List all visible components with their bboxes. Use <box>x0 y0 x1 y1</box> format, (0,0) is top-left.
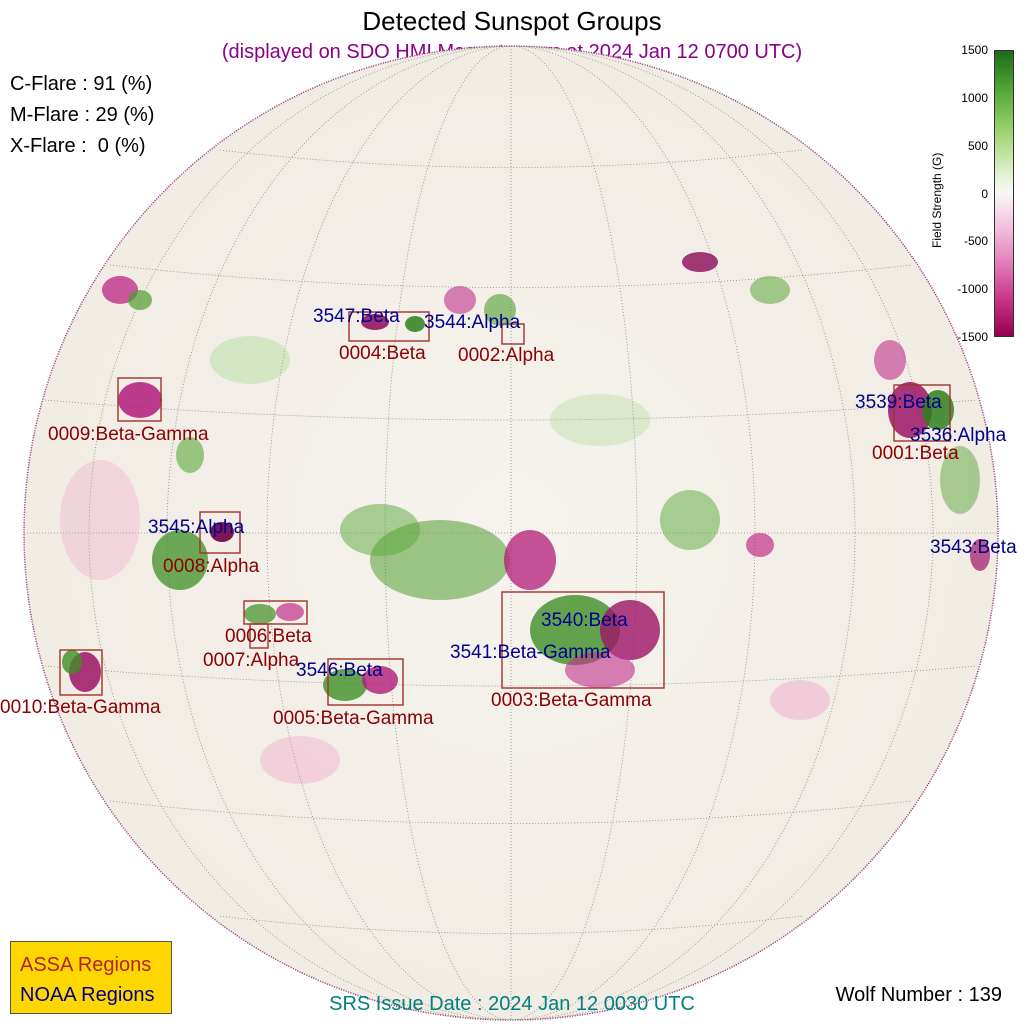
noaa-label-3543: 3543:Beta <box>930 537 1017 558</box>
assa-label-0007: 0007:Alpha <box>203 650 300 671</box>
colorbar-tick: 500 <box>967 139 988 153</box>
noaa-label-3545: 3545:Alpha <box>148 517 245 538</box>
region-legend <box>10 941 172 1014</box>
page-title: Detected Sunspot Groups <box>362 6 662 36</box>
region-box-0008 <box>199 511 241 554</box>
wolf-number: Wolf Number : 139 <box>835 984 1002 1006</box>
noaa-label-3547: 3547:Beta <box>313 306 400 327</box>
noaa-label-3541: 3541:Beta-Gamma <box>450 642 611 663</box>
colorbar-label: Field Strength (G) <box>930 152 944 248</box>
colorbar-tick: 0 <box>981 187 988 201</box>
noaa-label-3539: 3539:Beta <box>855 392 942 413</box>
assa-label-0001: 0001:Beta <box>872 443 959 464</box>
colorbar-tick: -1000 <box>957 282 988 296</box>
region-box-0003 <box>501 591 665 689</box>
assa-label-0008: 0008:Alpha <box>163 556 260 577</box>
noaa-label-3544: 3544:Alpha <box>424 312 521 333</box>
assa-label-0010: 0010:Beta-Gamma <box>0 697 161 718</box>
srs-issue-date: SRS Issue Date : 2024 Jan 12 0030 UTC <box>329 993 695 1015</box>
region-box-0004 <box>348 311 430 342</box>
m-flare-probability: M-Flare : 29 (%) <box>10 104 155 126</box>
magnetic-field-patches <box>60 252 990 784</box>
c-flare-probability: C-Flare : 91 (%) <box>10 73 153 95</box>
assa-label-0009: 0009:Beta-Gamma <box>48 424 209 445</box>
region-box-0001 <box>893 384 951 442</box>
heliographic-grid <box>24 46 998 1020</box>
region-box-0007 <box>249 623 269 649</box>
colorbar-tick: -500 <box>963 234 988 248</box>
colorbar-tick: 1000 <box>961 91 988 105</box>
legend-noaa-regions: NOAA Regions <box>20 984 155 1006</box>
region-box-0006 <box>243 600 308 625</box>
assa-label-0003: 0003:Beta-Gamma <box>491 690 652 711</box>
region-box-0009 <box>117 377 162 422</box>
assa-label-0004: 0004:Beta <box>339 343 426 364</box>
colorbar-tick: 1500 <box>961 43 988 57</box>
region-box-0005 <box>327 658 404 706</box>
assa-label-0005: 0005:Beta-Gamma <box>273 708 434 729</box>
x-flare-probability: X-Flare : 0 (%) <box>10 135 146 157</box>
noaa-label-3540: 3540:Beta <box>541 610 628 631</box>
region-box-0002 <box>501 323 525 345</box>
assa-label-0002: 0002:Alpha <box>458 345 555 366</box>
noaa-label-3536: 3536:Alpha <box>910 425 1007 446</box>
colorbar-tick: -1500 <box>957 330 988 344</box>
legend-assa-regions: ASSA Regions <box>20 954 152 976</box>
noaa-label-3546: 3546:Beta <box>296 660 383 681</box>
assa-label-0006: 0006:Beta <box>225 626 312 647</box>
region-box-0010 <box>59 649 103 696</box>
assa-region-boxes <box>59 311 951 706</box>
field-strength-colorbar <box>994 50 1014 337</box>
